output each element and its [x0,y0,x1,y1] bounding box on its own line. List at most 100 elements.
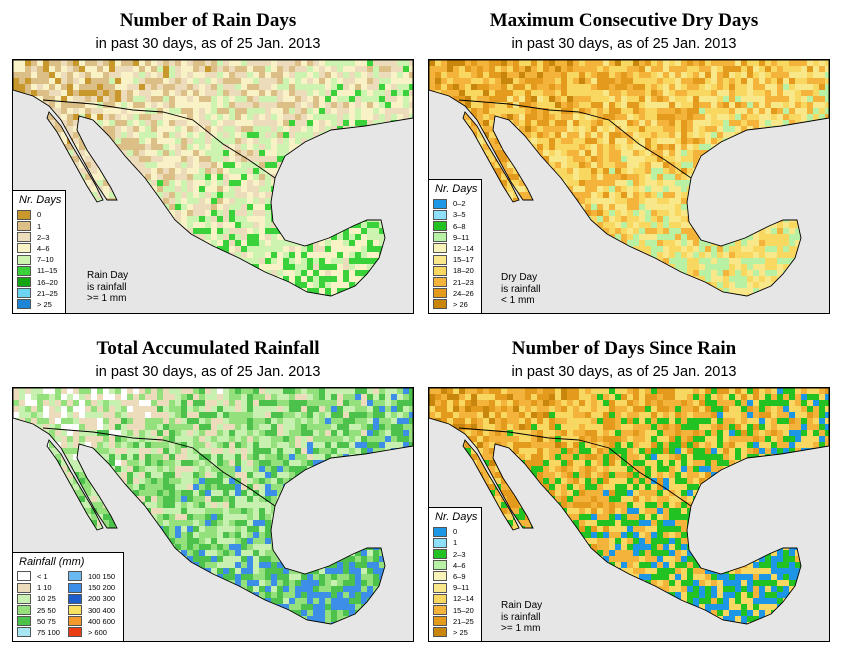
legend-swatch [433,277,447,288]
legend-swatch [67,627,82,638]
legend-label: 25 50 [37,605,56,615]
legend-entry: 25 50 [17,604,60,616]
legend-label: 7–10 [37,255,54,265]
panel-title: Total Accumulated Rainfall [96,338,320,359]
country-border [458,99,692,179]
legend-entry: 21–25 [433,616,477,627]
legend-label: 4–6 [37,243,50,253]
legend-entry: 6–8 [433,221,477,232]
legend-label: 2–3 [37,232,50,242]
legend-entry: < 1 [17,571,60,582]
panel-total-rainfall: Total Accumulated Rainfall in past 30 da… [2,328,414,648]
legend-max-dry-days: Nr. Days 0–2 3–5 6–8 9–11 12–14 15–17 18–20 21–… [429,179,483,313]
legend-label: 50 75 [37,616,56,626]
legend-entry: 400 600 [67,616,116,627]
legend-entry: 2–3 [433,549,477,560]
legend-swatch [17,209,31,220]
legend-swatch [17,277,31,288]
legend-swatch [17,288,31,299]
legend-swatch [433,288,447,299]
legend-swatch [17,616,31,627]
legend-title: Nr. Days [19,194,62,207]
panel-title: Number of Days Since Rain [511,338,737,359]
map-canvas [13,60,413,297]
legend-swatch [67,571,82,582]
rain-day-definition: Rain Day is rainfall >= 1 mm [501,600,543,634]
legend-entry: 21–25 [17,288,61,299]
legend-swatch [433,209,447,220]
coastline [462,439,520,531]
legend-swatch [433,526,447,537]
legend-entry: 200 300 [67,593,116,604]
legend-label: 6–9 [453,571,466,581]
legend-entry: 10 25 [17,593,60,604]
legend-entry: 12–14 [433,593,477,604]
coastline [13,60,413,297]
legend-swatch [433,616,447,627]
panel-title: Maximum Consecutive Dry Days [489,10,759,31]
legend-entry: 1 [433,537,477,548]
legend-swatch [433,537,447,548]
coastline [13,388,413,625]
legend-label: 6–8 [453,221,466,231]
legend-swatch [17,254,31,265]
legend-label: 0–2 [453,199,466,209]
land-pixels [13,60,413,296]
legend-entry: 75 100 [17,627,60,638]
map-max-dry-days: Nr. Days 0–2 3–5 6–8 9–11 12–14 15–17 18–20 21–… [428,59,830,314]
legend-swatch [67,593,82,604]
legend-label: 11–15 [37,266,58,276]
legend-label: 9–11 [453,583,470,593]
legend-label: 150 200 [87,583,116,593]
legend-label: 15–17 [453,255,474,265]
legend-swatch [67,616,82,627]
legend-swatch [433,593,447,604]
legend-swatch [433,299,447,310]
legend-swatch [433,560,447,571]
legend-label: 12–14 [453,594,474,604]
map-canvas [429,60,829,297]
legend-entry: 1 [17,221,61,232]
legend-swatch [433,198,447,209]
legend-label: 2–3 [453,549,466,559]
legend-label: 400 600 [87,616,116,626]
legend-entry: 9–11 [433,582,477,593]
legend-swatch [433,582,447,593]
coastline [429,60,829,297]
legend-swatch [433,265,447,276]
legend-label: < 1 [37,571,48,581]
panel-subtitle: in past 30 days, as of 25 Jan. 2013 [95,36,321,52]
coastline [429,388,829,625]
legend-swatch [433,605,447,616]
legend-entry: 300 400 [67,604,115,616]
legend-entry: 150 200 [67,582,116,593]
legend-entry: 0 [17,209,61,220]
legend-entry: 7–10 [17,254,61,265]
map-days-since-rain: Nr. Days 0 1 2–3 4–6 6–9 9–11 12–14 15–20 21–25 >… [428,387,830,642]
legend-label: 21–25 [37,288,58,298]
legend-entry: 21–23 [433,276,477,288]
legend-swatch [433,549,447,560]
legend-swatch [17,221,31,232]
legend-entry: 9–11 [433,232,477,243]
legend-swatch [17,593,31,604]
legend-label: 0 [37,210,42,220]
legend-label: > 26 [453,299,468,309]
legend-entry: 0–2 [433,198,477,209]
legend-label: > 25 [453,627,468,637]
legend-entry: 15–20 [433,604,477,616]
legend-swatch [67,605,82,616]
legend-swatch [433,627,447,638]
map-total-rainfall: Rainfall (mm) < 1 1 10 10 25 25 50 50 75 75 1… [12,387,414,642]
legend-swatch [433,254,447,265]
country-border [458,427,692,507]
legend-entry: 12–14 [433,243,477,254]
legend-entry: 3–5 [433,209,477,220]
legend-days-since-rain: Nr. Days 0 1 2–3 4–6 6–9 9–11 12–14 15–20 21–25 >… [429,507,483,641]
country-border [42,99,276,179]
legend-label: 75 100 [37,627,60,637]
legend-swatch [17,299,31,310]
legend-entry: > 26 [433,299,477,310]
legend-label: 200 300 [87,594,116,604]
legend-label: 16–20 [37,277,58,287]
